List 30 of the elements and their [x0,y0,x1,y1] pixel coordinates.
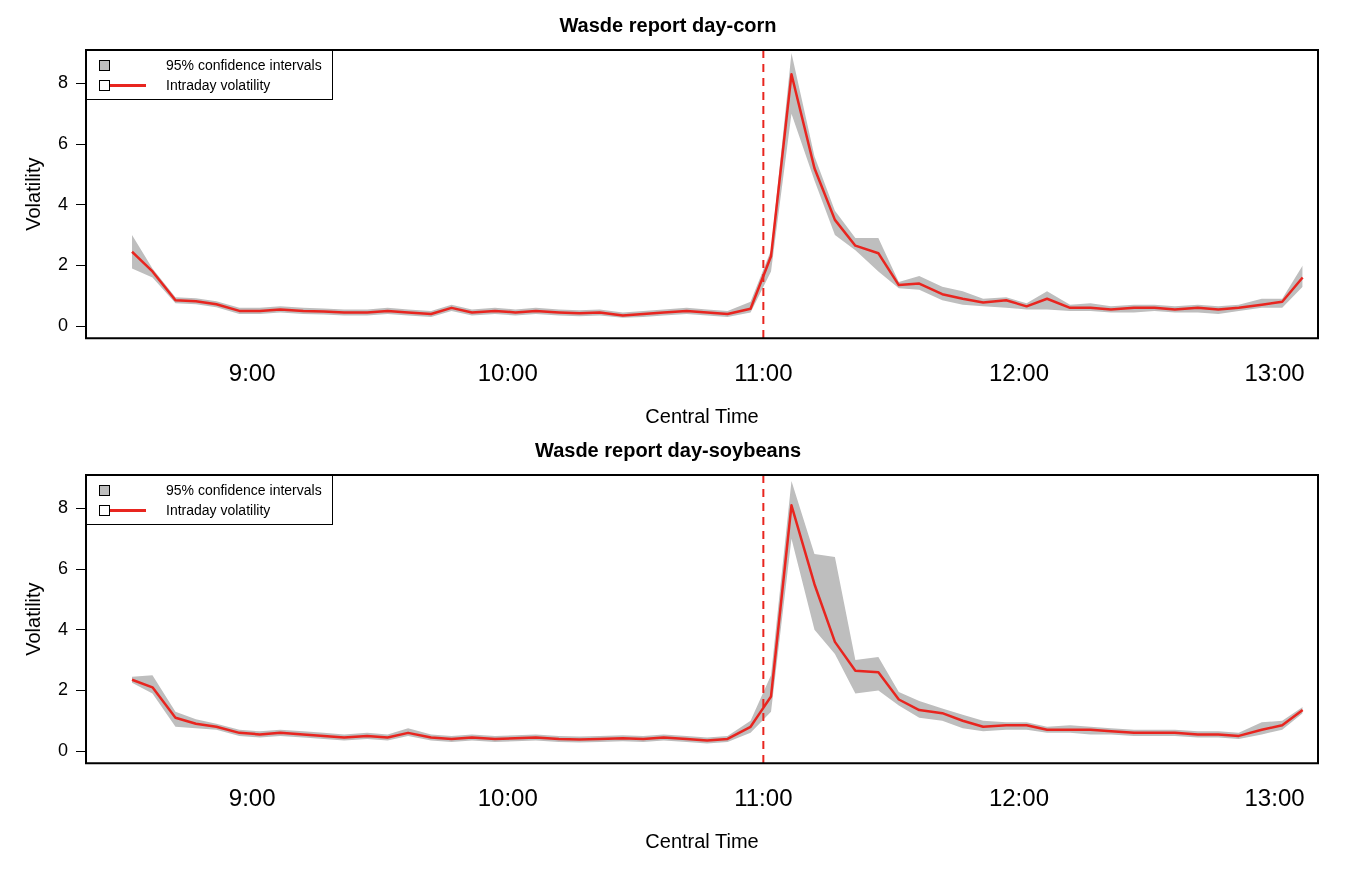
x-tick-label: 10:00 [477,359,538,387]
x-tick-label: 9:00 [228,784,276,812]
annotation: 95% confidence intervals [166,56,322,75]
chart-title: Wasde report day-soybeans [534,438,802,461]
x-tick-label: 12:00 [988,359,1049,387]
x-tick-label: 11:00 [734,784,793,812]
x-tick-label: 11:00 [734,359,793,387]
y-tick-label: 8 [58,497,69,518]
x-axis-title: Central Time [645,404,759,427]
legend-label: Intraday volatility [166,76,271,95]
y-tick-label: 6 [58,558,69,579]
x-tick-label: 9:00 [228,359,276,387]
legend-label: Intraday volatility [166,501,271,520]
y-tick-label: 4 [58,618,69,639]
y-tick-label: 8 [58,72,69,93]
y-tick-label: 6 [58,133,69,154]
x-axis-title: Central Time [645,829,759,852]
x-tick-label: 10:00 [477,784,538,812]
y-tick-label: 2 [58,679,69,700]
y-tick-label: 0 [58,740,69,761]
y-tick-label: 0 [58,315,69,336]
chart-title: Wasde report day-corn [559,13,777,36]
x-tick-label: 12:00 [988,784,1049,812]
y-tick-label: 2 [58,254,69,275]
y-tick-label: 4 [58,193,69,214]
annotation: 95% confidence intervals [166,481,322,500]
y-axis-title: Volatility [21,157,44,231]
y-axis-title: Volatility [21,582,44,656]
x-tick-label: 13:00 [1244,784,1305,812]
x-tick-label: 13:00 [1244,359,1305,387]
